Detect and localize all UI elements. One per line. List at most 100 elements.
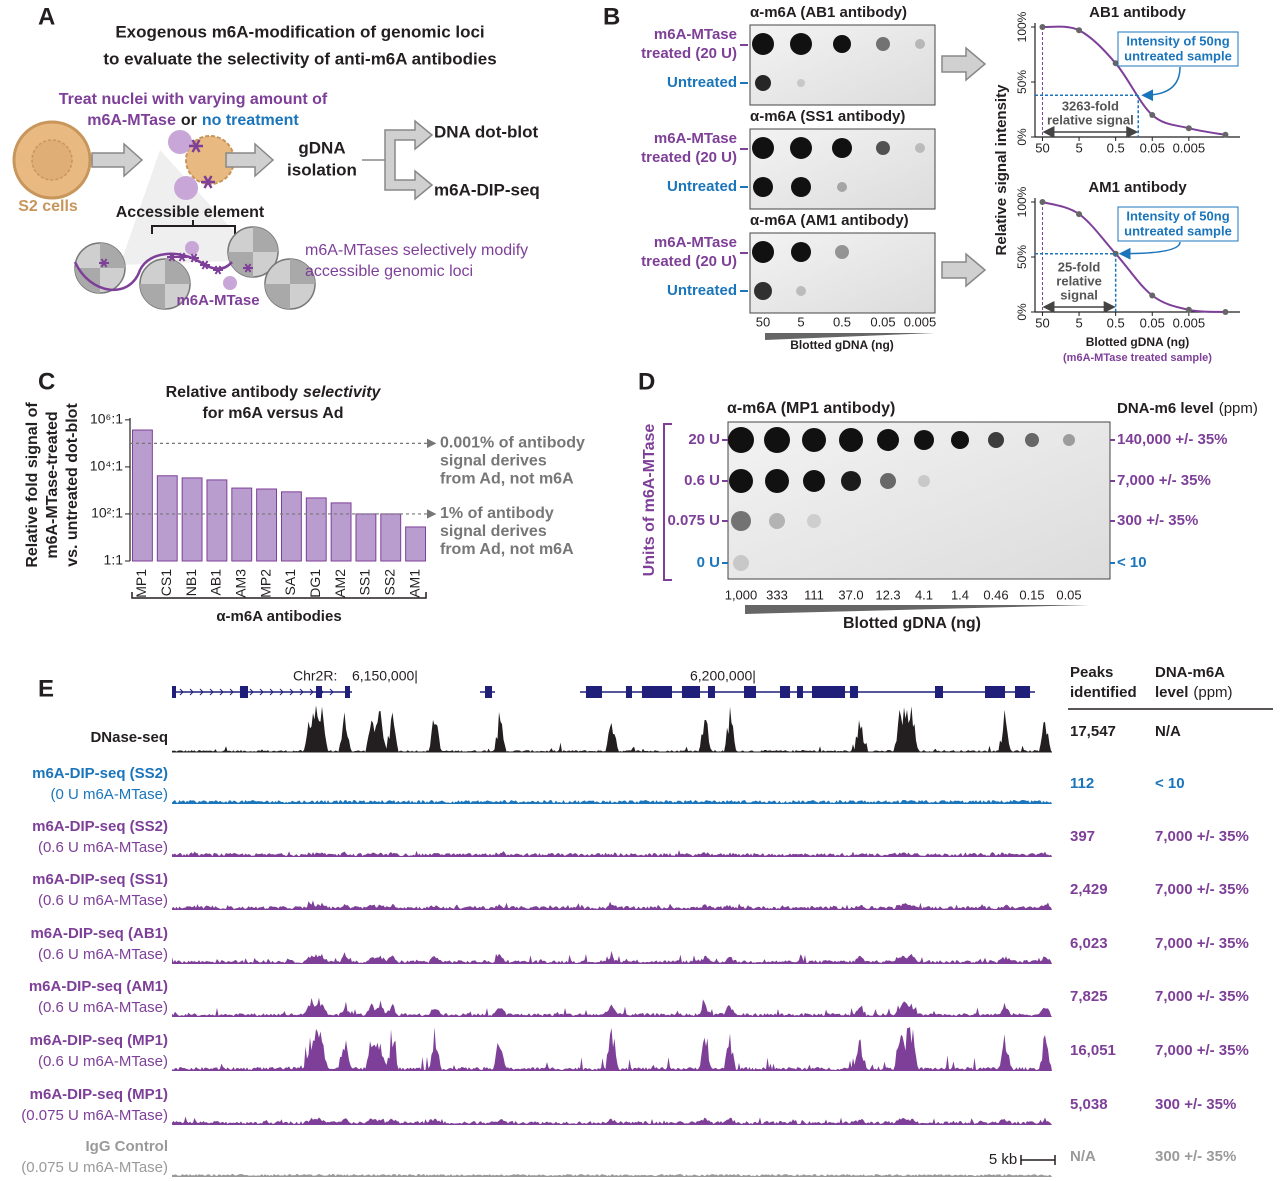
level-value: 7,000 +/- 35% bbox=[1155, 988, 1249, 1005]
bar bbox=[131, 429, 153, 562]
annotation-box bbox=[1117, 206, 1239, 242]
x-tick-label: 111 bbox=[804, 587, 824, 602]
gene-strand bbox=[189, 688, 194, 696]
x-tick-label: 50 bbox=[756, 314, 770, 329]
x-tick-label: AM3 bbox=[232, 569, 248, 598]
label: Relative antibody selectivity bbox=[166, 384, 382, 401]
track-label: m6A-DIP-seq (MP1) bbox=[30, 1086, 168, 1103]
shape-path bbox=[151, 220, 236, 234]
x-axis-label: Blotted gDNA (ng) bbox=[1086, 335, 1190, 349]
shape-path bbox=[253, 227, 278, 252]
blot-spot bbox=[915, 143, 925, 153]
y-axis-label: Units of m6A-MTase bbox=[641, 424, 658, 577]
label-part: no treatment bbox=[202, 112, 300, 129]
x-axis-label: Blotted gDNA (ng) bbox=[790, 338, 894, 352]
x-tick-label: AM2 bbox=[332, 569, 348, 598]
exon bbox=[642, 686, 672, 698]
gene-strand bbox=[179, 688, 184, 696]
blot-spot bbox=[791, 177, 811, 197]
blot-spot bbox=[728, 427, 754, 453]
label: S2 cells bbox=[18, 198, 78, 215]
scale-bar bbox=[1020, 1155, 1056, 1165]
label: treated (20 U) bbox=[641, 45, 737, 62]
bar bbox=[181, 477, 203, 562]
shape-circle bbox=[168, 130, 192, 154]
blot-spot bbox=[797, 79, 805, 87]
label: gDNA bbox=[298, 138, 345, 157]
blot-spot bbox=[915, 39, 925, 49]
panel-title: to evaluate the selectivity of anti-m6A … bbox=[103, 49, 496, 68]
panel-label: A bbox=[38, 3, 55, 30]
row-label: 0 U bbox=[697, 554, 720, 571]
y-axis-label: vs. untreated dot-blot bbox=[64, 403, 81, 567]
annotation: relative signal bbox=[1047, 112, 1134, 127]
blot-spot bbox=[833, 35, 851, 53]
level-label: 7,000 +/- 35% bbox=[1117, 472, 1211, 489]
label-part: m6A-MTase bbox=[87, 112, 176, 129]
shape-path bbox=[167, 252, 177, 262]
x-tick-label: 0.05 bbox=[1140, 315, 1165, 330]
blot-spot bbox=[764, 427, 790, 453]
exon bbox=[797, 686, 803, 698]
blot-spot bbox=[876, 141, 890, 155]
exon bbox=[682, 686, 700, 698]
bar bbox=[330, 502, 352, 562]
column-header: DNA-m6A bbox=[1155, 664, 1225, 681]
x-tick-label: 1,000 bbox=[725, 587, 758, 602]
x-tick-label: 0.5 bbox=[1107, 140, 1125, 155]
level-value: 7,000 +/- 35% bbox=[1155, 935, 1249, 952]
track-sublabel: (0.6 U m6A-MTase) bbox=[38, 1053, 168, 1070]
peak-count: 397 bbox=[1070, 828, 1095, 845]
annotation: signal bbox=[1060, 287, 1098, 302]
point bbox=[1149, 112, 1156, 118]
label: Treat nuclei with varying amount of bbox=[59, 91, 328, 108]
annotation: 3263-fold bbox=[1062, 98, 1119, 113]
shape-path bbox=[290, 259, 315, 284]
gene-strand bbox=[309, 688, 314, 696]
bracket bbox=[131, 592, 427, 599]
blot-spot bbox=[951, 431, 969, 449]
y-tick-label: 100% bbox=[1015, 186, 1029, 217]
peak-count: 6,023 bbox=[1070, 935, 1108, 952]
point bbox=[1149, 292, 1156, 299]
exon bbox=[240, 686, 248, 698]
x-tick-label: 12.3 bbox=[875, 587, 900, 602]
label: isolation bbox=[287, 160, 357, 179]
row-label: 0.6 U bbox=[684, 472, 720, 489]
label: DNA-m6 level (ppm) bbox=[1117, 400, 1258, 417]
signal-track bbox=[172, 1116, 1052, 1125]
wedge bbox=[745, 605, 1090, 614]
x-tick-label: 0.05 bbox=[1056, 587, 1081, 602]
x-tick-label: DG1 bbox=[307, 569, 323, 598]
x-tick-label: 4.1 bbox=[915, 587, 933, 602]
point bbox=[1222, 309, 1229, 315]
x-tick-label: 0.15 bbox=[1019, 587, 1044, 602]
point bbox=[1185, 125, 1192, 132]
exon bbox=[345, 686, 350, 698]
y-axis-label: Relative fold signal of bbox=[24, 402, 41, 568]
exon bbox=[850, 686, 858, 698]
level-value: 7,000 +/- 35% bbox=[1155, 1042, 1249, 1059]
blot-spot bbox=[1025, 433, 1039, 447]
shape-g bbox=[75, 227, 315, 309]
shape-path bbox=[362, 119, 434, 201]
shape-circle bbox=[174, 176, 198, 200]
track-label: m6A-DIP-seq (SS2) bbox=[32, 765, 168, 782]
blot-spot bbox=[839, 428, 863, 452]
bar bbox=[380, 513, 402, 562]
label: Untreated bbox=[667, 282, 737, 299]
blot-spot bbox=[914, 430, 934, 450]
label-part: or bbox=[181, 112, 197, 129]
label: treated (20 U) bbox=[641, 253, 737, 270]
blot bbox=[749, 232, 936, 314]
bar bbox=[405, 526, 427, 562]
exon bbox=[935, 686, 943, 698]
x-tick-label: 5 bbox=[1075, 140, 1082, 155]
shape-g bbox=[99, 252, 253, 275]
shape-path bbox=[243, 263, 253, 273]
blot-spot bbox=[752, 241, 774, 263]
annotation: untreated sample bbox=[1124, 48, 1232, 63]
panel-label: D bbox=[638, 368, 655, 395]
y-axis-label: m6A-MTase-treated bbox=[44, 411, 61, 558]
